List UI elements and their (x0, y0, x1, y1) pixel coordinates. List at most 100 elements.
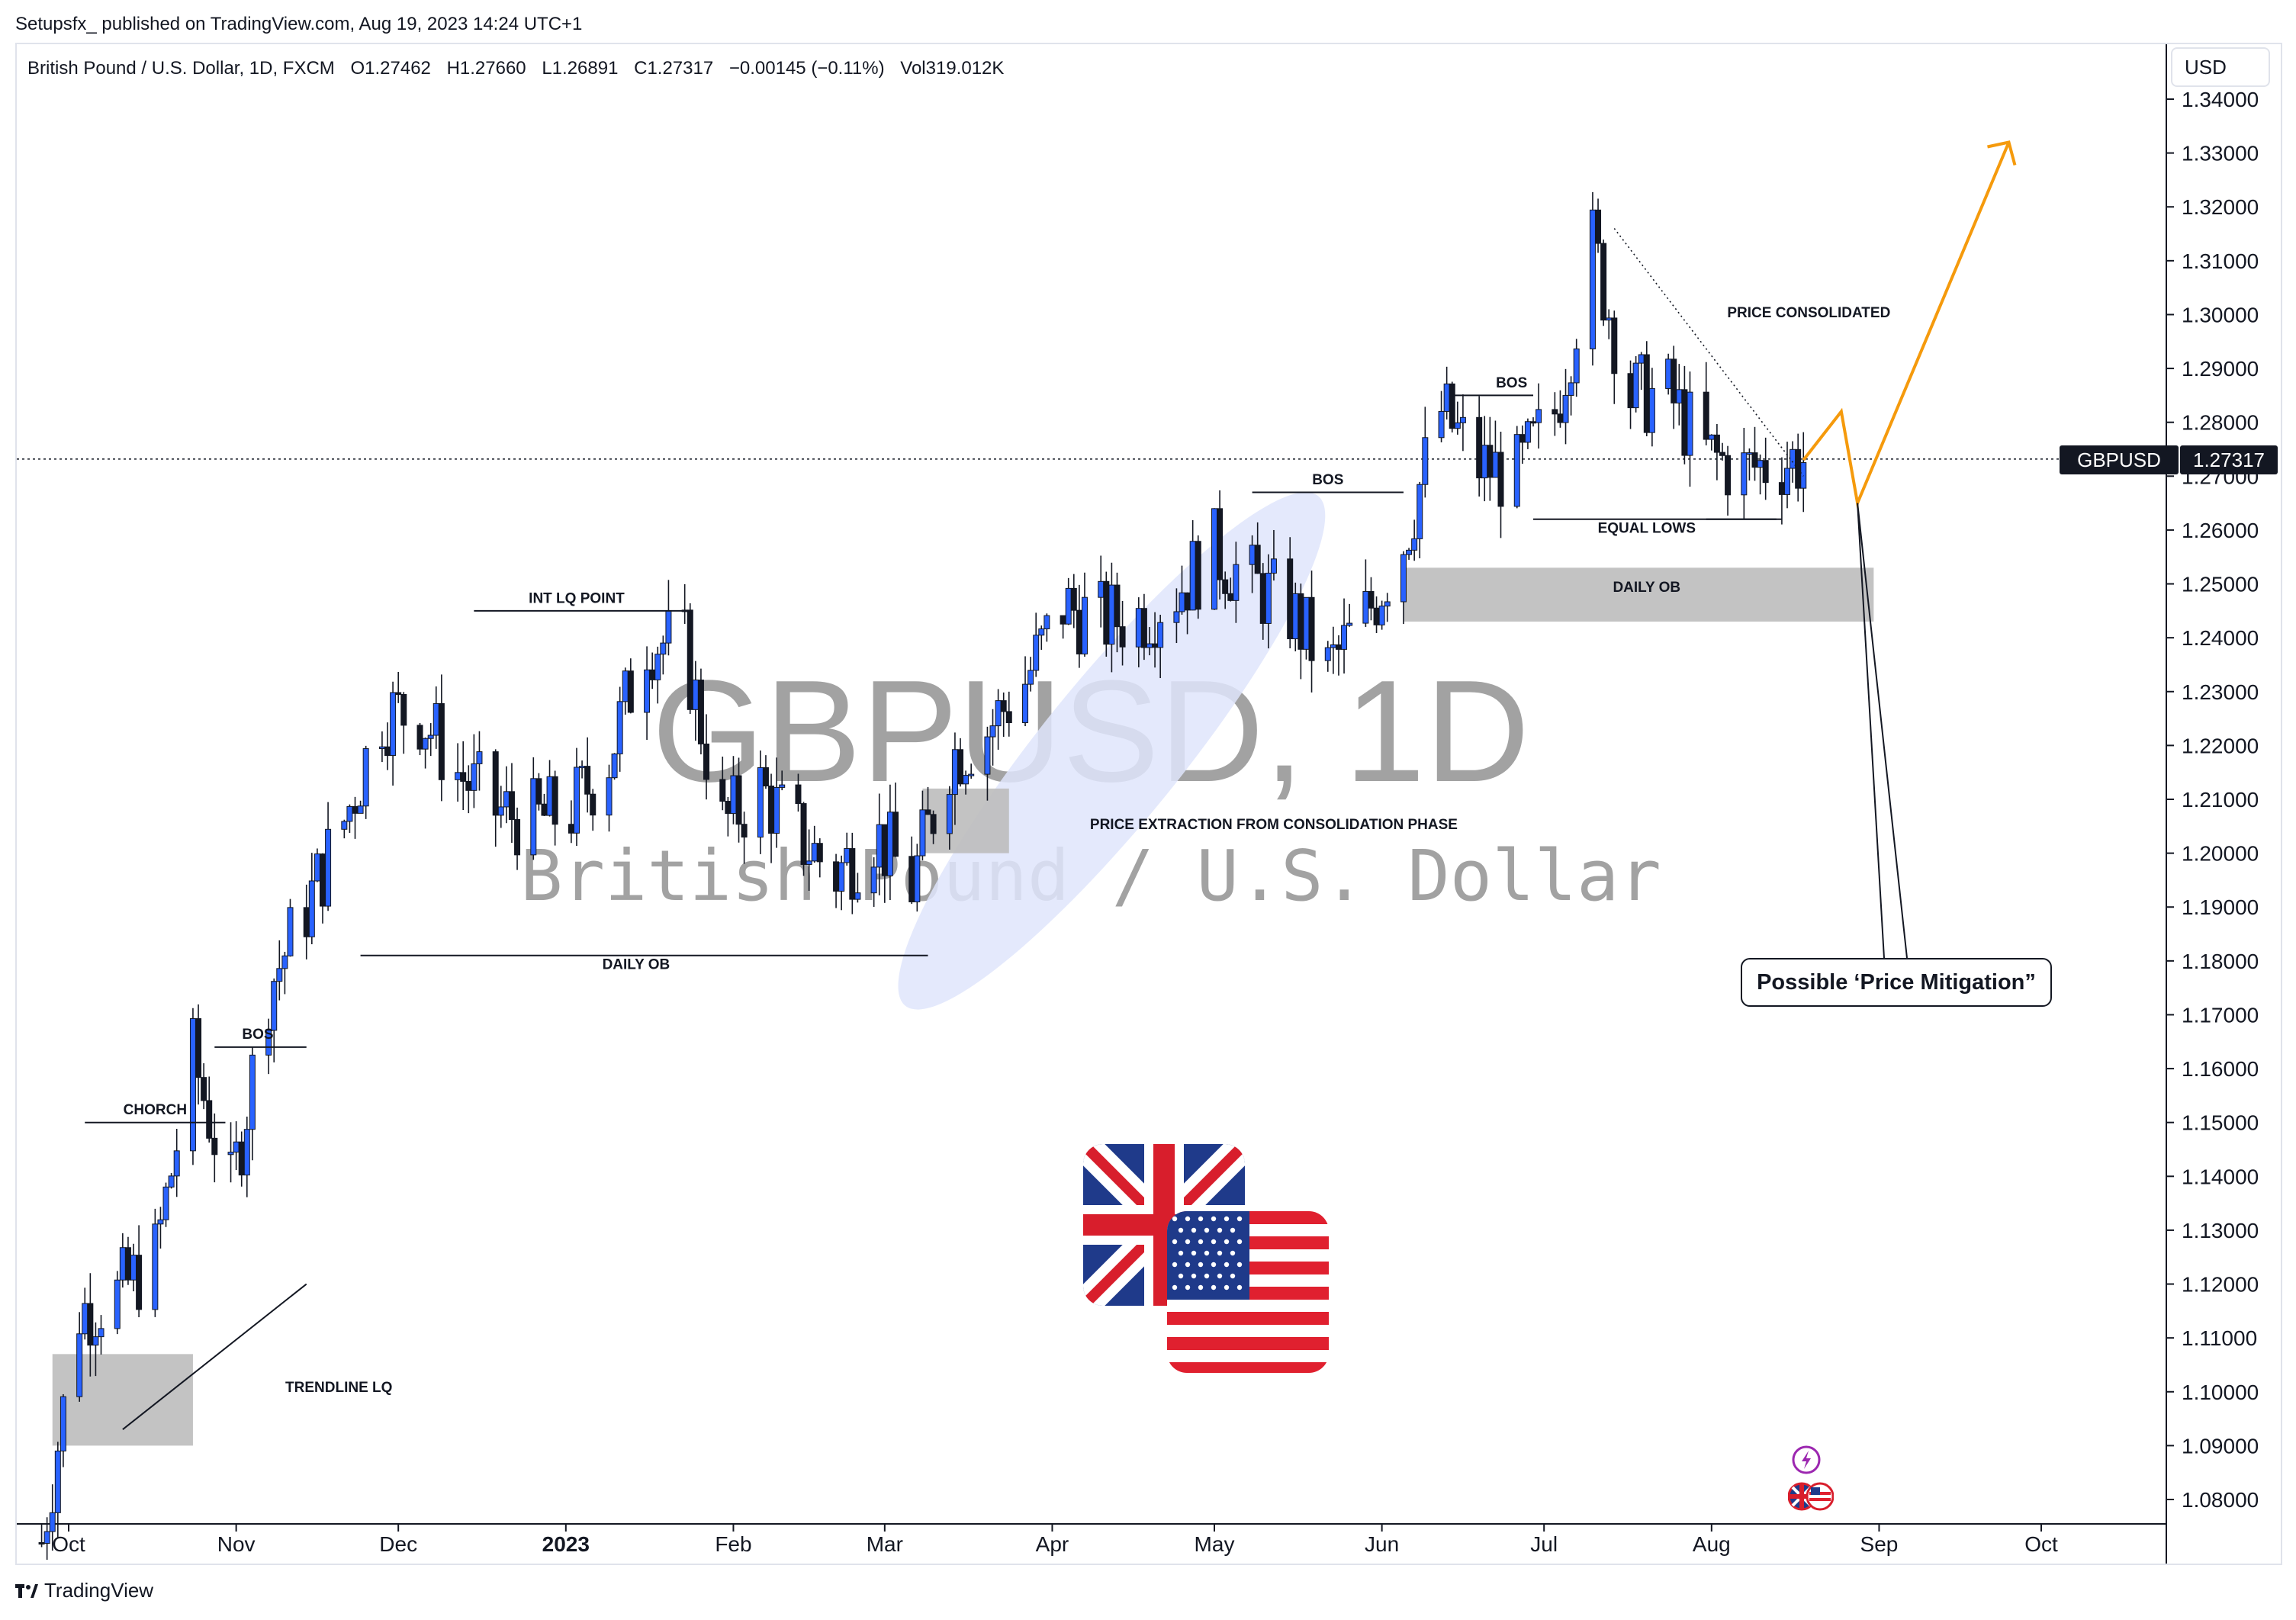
candle-body[interactable] (757, 767, 764, 838)
candle-body[interactable] (1308, 596, 1315, 661)
candle-body[interactable] (1022, 683, 1029, 724)
candle-body[interactable] (1513, 434, 1520, 507)
candle-body[interactable] (1648, 387, 1655, 433)
candle-body[interactable] (1222, 579, 1229, 594)
candle-body[interactable] (719, 779, 726, 802)
candle-body[interactable] (1027, 670, 1034, 685)
candle-body[interactable] (838, 862, 845, 892)
candle-body[interactable] (535, 778, 542, 805)
candle-body[interactable] (1384, 601, 1391, 607)
candle-body[interactable] (703, 743, 710, 780)
candle-body[interactable] (362, 748, 369, 807)
candle-body[interactable] (1254, 545, 1261, 574)
candle-body[interactable] (1589, 209, 1596, 349)
candle-body[interactable] (1632, 362, 1639, 409)
candle-body[interactable] (968, 773, 975, 776)
candle-body[interactable] (654, 654, 661, 680)
candle-body[interactable] (211, 1137, 218, 1156)
candle-body[interactable] (1119, 626, 1126, 648)
candle-body[interactable] (281, 955, 288, 969)
candle-body[interactable] (460, 772, 467, 782)
candle-body[interactable] (195, 1018, 202, 1078)
candle-body[interactable] (1033, 635, 1040, 671)
candle-body[interactable] (870, 866, 877, 894)
candle-body[interactable] (1341, 625, 1348, 650)
candle-body[interactable] (1719, 452, 1725, 456)
candle-body[interactable] (1671, 358, 1677, 403)
candle-body[interactable] (54, 1450, 61, 1513)
possible-mitigation-callout[interactable]: Possible ‘Price Mitigation” (1741, 958, 2052, 1007)
candle-body[interactable] (573, 767, 580, 834)
candle-body[interactable] (1552, 409, 1558, 415)
candle-body[interactable] (762, 767, 769, 787)
candle-body[interactable] (849, 848, 856, 900)
candle-body[interactable] (1784, 468, 1791, 495)
currency-label[interactable]: USD (2171, 47, 2270, 87)
candle-body[interactable] (816, 843, 823, 863)
candle-body[interactable] (590, 793, 597, 816)
candle-body[interactable] (287, 907, 294, 956)
candle-body[interactable] (1595, 209, 1602, 244)
candle-body[interactable] (611, 753, 618, 779)
candle-body[interactable] (1195, 541, 1201, 610)
candle-body[interactable] (892, 812, 899, 857)
candle-body[interactable] (989, 725, 996, 738)
candle-body[interactable] (1524, 421, 1531, 443)
candle-body[interactable] (530, 778, 537, 856)
order-block-zone[interactable] (922, 788, 1009, 853)
candle-body[interactable] (1324, 647, 1331, 661)
candle-body[interactable] (995, 700, 1002, 727)
candle-body[interactable] (92, 1336, 99, 1346)
trendline[interactable] (122, 1283, 307, 1430)
candle-body[interactable] (1417, 484, 1423, 539)
candle-body[interactable] (136, 1255, 143, 1310)
candle-body[interactable] (627, 670, 634, 713)
candle-body[interactable] (1070, 587, 1077, 611)
candle-body[interactable] (1081, 596, 1088, 654)
candle-body[interactable] (1400, 554, 1407, 603)
candle-body[interactable] (157, 1219, 164, 1225)
candle-body[interactable] (471, 763, 478, 791)
candle-body[interactable] (1535, 409, 1542, 423)
candle-body[interactable] (1800, 462, 1807, 489)
candle-body[interactable] (168, 1175, 175, 1188)
candle-body[interactable] (276, 968, 283, 982)
candle-body[interactable] (43, 1531, 50, 1544)
candle-body[interactable] (514, 819, 521, 856)
candle-body[interactable] (1438, 410, 1445, 439)
candle-body[interactable] (1562, 394, 1569, 423)
candle-body[interactable] (1114, 584, 1121, 628)
candle-body[interactable] (616, 701, 623, 754)
forecast-path[interactable] (1802, 141, 2011, 509)
candle-body[interactable] (1454, 422, 1461, 429)
candle-body[interactable] (606, 777, 613, 816)
candle-body[interactable] (946, 794, 953, 834)
candle-body[interactable] (735, 775, 742, 825)
candle-body[interactable] (1411, 538, 1418, 551)
candle-body[interactable] (1005, 711, 1012, 724)
candle-body[interactable] (930, 814, 937, 834)
candle-body[interactable] (395, 692, 402, 696)
tradingview-brand[interactable]: TradingView (15, 1579, 153, 1602)
candle-body[interactable] (584, 766, 591, 795)
candle-body[interactable] (1687, 391, 1693, 456)
candle-body[interactable] (1725, 455, 1732, 496)
candle-body[interactable] (1573, 348, 1580, 384)
candle-body[interactable] (346, 805, 353, 822)
order-block-zone[interactable] (1403, 567, 1874, 622)
candle-body[interactable] (741, 824, 748, 838)
candle-body[interactable] (1270, 558, 1277, 574)
candle-body[interactable] (422, 738, 429, 750)
candle-body[interactable] (697, 680, 704, 744)
candle-body[interactable] (551, 776, 558, 825)
candle-body[interactable] (1600, 243, 1607, 321)
candle-body[interactable] (1043, 615, 1050, 630)
candle-body[interactable] (779, 784, 786, 788)
candle-body[interactable] (1703, 391, 1709, 440)
candle-body[interactable] (1751, 452, 1758, 468)
order-block-zone[interactable] (52, 1354, 193, 1446)
candle-body[interactable] (1406, 549, 1413, 555)
candle-body[interactable] (308, 880, 315, 937)
candle-body[interactable] (1568, 382, 1574, 396)
